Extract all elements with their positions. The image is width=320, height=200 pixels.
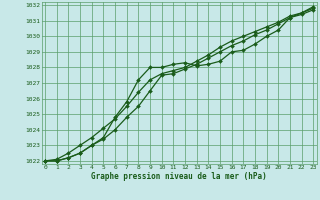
X-axis label: Graphe pression niveau de la mer (hPa): Graphe pression niveau de la mer (hPa)	[91, 172, 267, 181]
